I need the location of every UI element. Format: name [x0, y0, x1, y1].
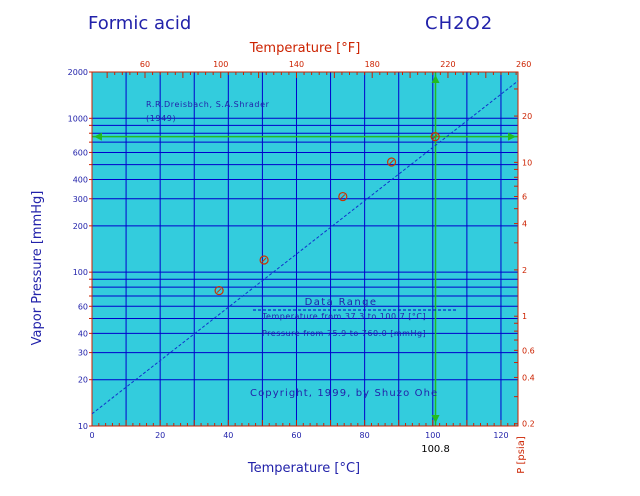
- bottom-tick-label: 0: [89, 431, 94, 440]
- left-tick-label: 10: [78, 422, 88, 431]
- data-point: [214, 285, 224, 296]
- top-axis-label: Temperature [°F]: [249, 41, 361, 56]
- right-tick-label: 4: [522, 220, 527, 229]
- copyright-notice: Copyright, 1999, by Shuzo Ohe: [250, 388, 438, 399]
- top-tick-label: 180: [365, 60, 380, 69]
- top-tick-label: 220: [440, 60, 455, 69]
- left-tick-label: 300: [73, 195, 88, 204]
- bottom-tick-label: 60: [291, 431, 301, 440]
- plot-frame: [91, 71, 519, 427]
- boiling-point-label: 100.8: [421, 444, 450, 455]
- bottom-tick-label: 80: [360, 431, 370, 440]
- left-tick-label: 30: [78, 349, 88, 358]
- bottom-tick-label: 40: [223, 431, 233, 440]
- left-tick-label: 400: [73, 176, 88, 185]
- data-range-pressure: Pressure from 75.9 to 760.0 [mmHg]: [262, 329, 426, 338]
- right-tick-label: 0.6: [522, 346, 535, 355]
- data-range-title: Data Range: [305, 297, 378, 308]
- boiling-arrow-left: [94, 132, 102, 141]
- plot-background: [92, 72, 518, 426]
- data-point: [338, 191, 348, 202]
- fit-line: [91, 80, 519, 415]
- right-tick-label: 10: [522, 158, 532, 167]
- top-tick-label: 100: [213, 60, 228, 69]
- data-point: [430, 132, 440, 142]
- bottom-tick-label: 20: [155, 431, 165, 440]
- top-tick-label: 260: [516, 60, 531, 69]
- bottom-axis-label: Temperature [°C]: [247, 461, 360, 476]
- data-point: [386, 157, 397, 167]
- right-axis-label: P [psia]: [516, 436, 527, 474]
- chart-title: Formic acid: [88, 13, 191, 34]
- data-point-cross: [389, 159, 394, 165]
- boiling-arrow-right: [508, 132, 516, 141]
- left-tick-label: 1000: [68, 114, 88, 123]
- left-tick-label: 100: [73, 268, 88, 277]
- chemical-formula: CH2O2: [425, 13, 493, 34]
- bottom-tick-label: 100: [425, 431, 440, 440]
- data-point-cross: [340, 194, 346, 199]
- boiling-arrow-bottom: [431, 415, 440, 423]
- top-tick-label: 140: [289, 60, 304, 69]
- right-tick-label: 20: [522, 112, 532, 121]
- right-tick-label: 2: [522, 266, 527, 275]
- top-tick-label: 60: [140, 60, 150, 69]
- boiling-arrow-top: [431, 75, 440, 83]
- right-tick-label: 0.4: [522, 373, 535, 382]
- left-tick-label: 40: [78, 329, 88, 338]
- left-tick-label: 20: [78, 376, 88, 385]
- data-point-cross: [261, 257, 267, 263]
- right-tick-label: 6: [522, 193, 527, 202]
- data-point-cross: [432, 134, 438, 140]
- source-year: (1949): [146, 114, 176, 123]
- data-range-temperature: Temperature from 37.3 to 100.7 [°C]: [261, 312, 426, 321]
- left-tick-label: 60: [78, 302, 88, 311]
- bottom-tick-label: 120: [493, 431, 508, 440]
- data-point-cross: [216, 288, 222, 293]
- left-tick-label: 2000: [68, 68, 88, 77]
- left-tick-label: 200: [73, 222, 88, 231]
- left-tick-label: 600: [73, 148, 88, 157]
- right-tick-label: 0.2: [522, 420, 535, 429]
- source-citation: R.R.Dreisbach, S.A.Shrader: [146, 100, 270, 109]
- right-tick-label: 1: [522, 312, 527, 321]
- left-axis-label: Vapor Pressure [mmHg]: [30, 191, 45, 346]
- data-point: [259, 255, 269, 265]
